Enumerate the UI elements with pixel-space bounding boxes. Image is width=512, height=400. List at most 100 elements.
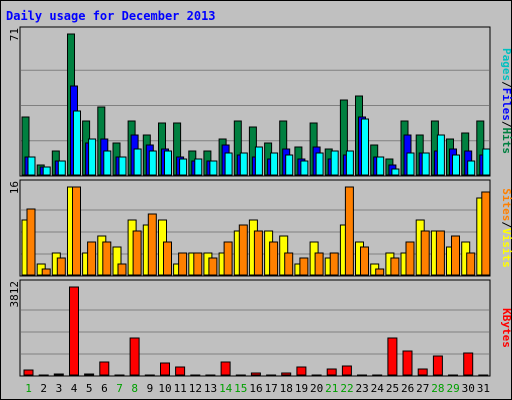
axis-label-part: Pages xyxy=(500,48,512,81)
tick-label-day-30: 30 xyxy=(462,382,475,395)
bar-sites-day-4 xyxy=(72,186,81,276)
bar-pages-day-3 xyxy=(57,160,66,176)
bar-kbytes-day-31 xyxy=(478,374,489,377)
tick-label-day-24: 24 xyxy=(371,382,385,395)
bar-kbytes-day-30 xyxy=(463,352,474,376)
bar-kbytes-day-13 xyxy=(205,374,216,377)
axis-label-part: Files xyxy=(500,88,512,121)
bar-kbytes-day-20 xyxy=(311,374,322,377)
bar-kbytes-day-21 xyxy=(326,368,337,376)
tick-label-day-23: 23 xyxy=(355,382,368,395)
bar-kbytes-day-24 xyxy=(372,374,383,377)
bar-kbytes-day-18 xyxy=(281,372,292,376)
bar-sites-day-12 xyxy=(193,252,203,276)
bar-sites-day-10 xyxy=(163,241,172,276)
bar-kbytes-day-23 xyxy=(357,374,367,377)
bar-kbytes-day-6 xyxy=(99,361,110,376)
tick-label-day-3: 3 xyxy=(56,382,63,395)
bar-pages-day-18 xyxy=(285,154,294,176)
bar-sites-day-22 xyxy=(344,186,354,276)
bar-sites-day-20 xyxy=(314,252,324,276)
bar-kbytes-day-17 xyxy=(266,374,277,377)
bar-pages-day-20 xyxy=(315,152,324,176)
panel-box-kbytes xyxy=(19,279,491,377)
bar-kbytes-day-28 xyxy=(432,355,443,376)
bar-kbytes-day-25 xyxy=(387,337,398,376)
bar-kbytes-day-14 xyxy=(220,361,231,376)
bar-kbytes-day-27 xyxy=(417,368,428,376)
max-label-visits: 16 xyxy=(8,181,21,194)
bar-pages-day-5 xyxy=(88,138,97,176)
bar-kbytes-day-26 xyxy=(402,350,413,376)
bar-sites-day-23 xyxy=(360,246,369,276)
tick-label-day-2: 2 xyxy=(40,382,47,395)
bar-kbytes-day-19 xyxy=(296,366,307,376)
tick-label-day-27: 27 xyxy=(416,382,429,395)
bar-kbytes-day-4 xyxy=(69,286,79,376)
bar-sites-day-31 xyxy=(481,191,491,276)
tick-label-day-4: 4 xyxy=(71,382,78,395)
axis-label-visits: Sites/Visits xyxy=(500,188,512,268)
bar-sites-day-3 xyxy=(56,257,66,276)
tick-label-day-1: 1 xyxy=(25,382,32,395)
tick-label-day-6: 6 xyxy=(101,382,108,395)
bar-sites-day-27 xyxy=(420,230,430,276)
bar-pages-day-8 xyxy=(133,148,142,176)
bar-sites-day-21 xyxy=(329,252,339,276)
axis-label-kbytes: KBytes xyxy=(500,308,512,348)
tick-label-day-28: 28 xyxy=(431,382,444,395)
axis-label-part: Visits xyxy=(500,228,512,268)
bar-pages-day-12 xyxy=(194,158,203,176)
tick-label-day-17: 17 xyxy=(265,382,278,395)
bar-pages-day-27 xyxy=(421,152,430,176)
bar-sites-day-15 xyxy=(238,224,248,276)
tick-label-day-10: 10 xyxy=(158,382,171,395)
axis-label-part: / xyxy=(500,81,512,88)
tick-label-day-14: 14 xyxy=(219,382,233,395)
bar-sites-day-25 xyxy=(390,257,400,276)
bar-pages-day-1 xyxy=(27,156,36,176)
bar-sites-day-18 xyxy=(284,252,294,276)
bar-sites-day-19 xyxy=(299,257,309,276)
tick-label-day-11: 11 xyxy=(174,382,187,395)
tick-label-day-9: 9 xyxy=(147,382,154,395)
bar-sites-day-9 xyxy=(147,213,157,276)
bar-pages-day-11 xyxy=(179,158,188,176)
bar-kbytes-day-12 xyxy=(190,374,201,377)
bar-pages-day-17 xyxy=(270,152,279,176)
bar-pages-day-26 xyxy=(406,152,415,176)
bar-pages-day-25 xyxy=(391,168,400,176)
bar-sites-day-13 xyxy=(208,257,218,276)
bar-pages-day-2 xyxy=(42,166,51,176)
bar-kbytes-day-11 xyxy=(175,366,186,376)
bar-sites-day-14 xyxy=(223,241,233,276)
tick-label-day-16: 16 xyxy=(249,382,262,395)
bar-pages-day-22 xyxy=(345,150,354,176)
tick-label-day-13: 13 xyxy=(204,382,217,395)
tick-label-day-31: 31 xyxy=(477,382,490,395)
tick-label-day-19: 19 xyxy=(295,382,308,395)
bar-pages-day-7 xyxy=(118,156,127,176)
bar-pages-day-14 xyxy=(224,152,233,176)
bar-pages-day-6 xyxy=(103,150,112,176)
bar-sites-day-7 xyxy=(117,263,127,276)
axis-label-part: / xyxy=(500,221,512,228)
tick-label-day-22: 22 xyxy=(340,382,353,395)
tick-label-day-15: 15 xyxy=(234,382,247,395)
bar-pages-day-13 xyxy=(209,160,218,176)
bar-pages-day-30 xyxy=(467,160,476,176)
bar-kbytes-day-15 xyxy=(235,374,246,377)
bar-sites-day-5 xyxy=(87,241,97,276)
bar-sites-day-17 xyxy=(269,241,279,276)
axis-label-part: Sites xyxy=(500,188,512,221)
tick-label-day-29: 29 xyxy=(446,382,459,395)
bar-kbytes-day-9 xyxy=(144,374,155,377)
bar-sites-day-16 xyxy=(253,230,263,276)
bar-pages-day-31 xyxy=(482,148,491,176)
bar-kbytes-day-8 xyxy=(129,337,140,376)
tick-label-day-7: 7 xyxy=(116,382,123,395)
bar-pages-day-9 xyxy=(148,150,157,176)
bar-kbytes-day-1 xyxy=(23,369,34,376)
bar-sites-day-1 xyxy=(26,208,36,276)
tick-label-day-5: 5 xyxy=(86,382,93,395)
